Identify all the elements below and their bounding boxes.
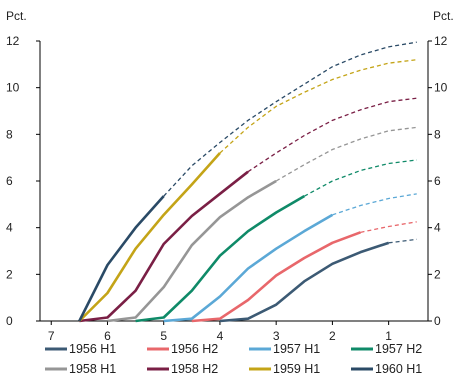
series-line-1958-h2 <box>79 170 249 323</box>
y-tick-label-left: 12 <box>6 34 20 48</box>
series-line-1957-h1 <box>163 213 334 323</box>
legend-label: 1956 H2 <box>171 342 218 356</box>
legend-label: 1958 H2 <box>171 362 218 376</box>
legend-label: 1959 H1 <box>273 362 320 376</box>
y-tick-label-left: 6 <box>6 174 13 188</box>
y-tick-label-left: 8 <box>6 127 13 141</box>
legend-item: 1958 H1 <box>45 362 116 376</box>
legend-label: 1958 H1 <box>69 362 116 376</box>
series-forecast-line-1960-h1 <box>163 41 417 197</box>
series-line-1957-h2 <box>135 195 305 323</box>
series-line-1958-h1 <box>107 179 277 323</box>
series-forecast-line-1956-h2 <box>360 221 417 233</box>
series-line-1956-h1 <box>219 241 390 323</box>
y-tick-label-right: 4 <box>434 221 441 235</box>
y-tick-label-right: 12 <box>434 34 448 48</box>
y-tick-label-left: 4 <box>6 221 13 235</box>
legend-item: 1958 H2 <box>147 362 218 376</box>
legend-label: 1957 H2 <box>375 342 422 356</box>
x-tick-label: 4 <box>217 329 224 343</box>
series-forecast-line-1956-h1 <box>388 238 417 244</box>
series-line-1960-h1 <box>78 195 165 322</box>
y-unit-label-left: Pct. <box>6 9 27 23</box>
x-tick-label: 5 <box>160 329 167 343</box>
y-tick-label-left: 2 <box>6 267 13 281</box>
x-tick-label: 6 <box>104 329 111 343</box>
series-line-1956-h2 <box>191 231 361 323</box>
legend-item: 1957 H2 <box>351 342 422 356</box>
x-tick-label: 3 <box>273 329 280 343</box>
legend-label: 1957 H1 <box>273 342 320 356</box>
y-tick-label-left: 10 <box>6 81 20 95</box>
series-forecast-line-1959-h1 <box>219 59 417 154</box>
x-tick-label: 7 <box>48 329 55 343</box>
y-tick-label-right: 0 <box>434 314 441 328</box>
y-tick-label-right: 10 <box>434 81 448 95</box>
series-line-1959-h1 <box>78 152 221 322</box>
x-tick-label: 1 <box>385 329 392 343</box>
y-tick-label-left: 0 <box>6 314 13 328</box>
y-unit-label-right: Pct. <box>433 9 454 23</box>
legend-item: 1956 H2 <box>147 342 218 356</box>
x-tick-label: 2 <box>329 329 336 343</box>
legend-item: 1956 H1 <box>45 342 116 356</box>
legend-label: 1960 H1 <box>375 362 422 376</box>
y-tick-label-right: 6 <box>434 174 441 188</box>
legend-item: 1959 H1 <box>249 362 320 376</box>
series-forecast-line-1957-h2 <box>303 159 417 197</box>
y-tick-label-right: 2 <box>434 267 441 281</box>
y-tick-label-right: 8 <box>434 127 441 141</box>
series-forecast-line-1957-h1 <box>332 193 417 216</box>
series-forecast-line-1958-h1 <box>275 126 417 182</box>
legend-label: 1956 H1 <box>69 342 116 356</box>
series-forecast-line-1958-h2 <box>247 97 417 173</box>
legend-item: 1957 H1 <box>249 342 320 356</box>
legend-item: 1960 H1 <box>351 362 422 376</box>
